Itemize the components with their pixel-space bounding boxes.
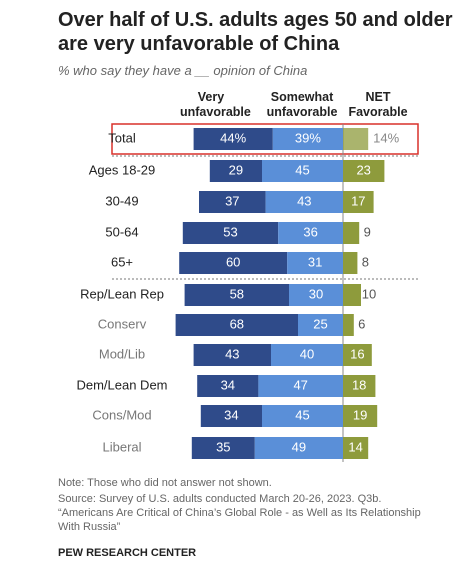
value-label: 45 (295, 162, 309, 177)
value-label: 17 (351, 193, 365, 208)
bar-net (343, 252, 358, 274)
bar-somewhat (262, 405, 343, 427)
value-label: 49 (292, 439, 306, 454)
value-label: 43 (297, 193, 311, 208)
bar-very (209, 160, 262, 182)
highlight-box (111, 123, 419, 155)
category-label: Liberal (102, 439, 141, 454)
value-label: 58 (230, 286, 244, 301)
bar-net (343, 128, 369, 150)
value-label: 68 (230, 316, 244, 331)
category-label: Dem/Lean Dem (76, 377, 167, 392)
column-header: NET Favorable (348, 90, 408, 119)
bar-very (191, 437, 255, 459)
value-label: 6 (358, 316, 365, 331)
bar-net (343, 191, 374, 213)
bar-somewhat (298, 314, 343, 336)
bar-very (193, 344, 271, 366)
brand: PEW RESEARCH CENTER (58, 547, 197, 559)
bar-net (343, 284, 361, 306)
bar-net (343, 314, 354, 336)
value-label: 36 (303, 224, 317, 239)
bar-net (343, 344, 372, 366)
value-label: 39% (295, 130, 321, 145)
bar-net (343, 222, 360, 244)
value-label: 8 (362, 254, 369, 269)
category-label: 30-49 (105, 193, 138, 208)
bar-somewhat (265, 191, 343, 213)
bar-very (199, 191, 266, 213)
category-label: Rep/Lean Rep (80, 286, 164, 301)
value-label: 45 (295, 407, 309, 422)
value-label: 10 (362, 286, 376, 301)
bar-very (200, 405, 262, 427)
value-label: 43 (225, 346, 239, 361)
value-label: 25 (313, 316, 327, 331)
category-label: Ages 18-29 (89, 162, 156, 177)
bar-very (184, 284, 289, 306)
value-label: 37 (225, 193, 239, 208)
bar-net (343, 375, 376, 397)
category-label: Total (108, 130, 136, 145)
category-label: 50-64 (105, 224, 138, 239)
value-label: 34 (221, 377, 235, 392)
value-label: 19 (353, 407, 367, 422)
bar-somewhat (258, 375, 343, 397)
value-label: 14 (348, 439, 362, 454)
bar-somewhat (262, 160, 343, 182)
value-label: 44% (220, 130, 246, 145)
chart-subtitle: % who say they have a __ opinion of Chin… (58, 63, 308, 78)
bar-somewhat (272, 128, 343, 150)
bar-very (175, 314, 298, 336)
category-label: 65+ (111, 254, 133, 269)
bar-somewhat (278, 222, 343, 244)
value-label: 35 (216, 439, 230, 454)
category-label: Mod/Lib (99, 346, 145, 361)
value-label: 18 (352, 377, 366, 392)
bar-somewhat (271, 344, 343, 366)
value-label: 47 (293, 377, 307, 392)
bar-net (343, 437, 369, 459)
value-label: 60 (226, 254, 240, 269)
bar-very (197, 375, 259, 397)
bar-somewhat (289, 284, 343, 306)
value-label: 34 (224, 407, 238, 422)
value-label: 14% (373, 130, 399, 145)
bar-net (343, 160, 385, 182)
bar-very (179, 252, 288, 274)
bar-very (193, 128, 273, 150)
value-label: 30 (309, 286, 323, 301)
value-label: 23 (356, 162, 370, 177)
value-label: 9 (364, 224, 371, 239)
bar-somewhat (287, 252, 343, 274)
value-label: 31 (308, 254, 322, 269)
column-header: Very unfavorable (180, 90, 251, 119)
bar-somewhat (254, 437, 343, 459)
value-label: 29 (229, 162, 243, 177)
value-label: 53 (223, 224, 237, 239)
note: Note: Those who did not answer not shown… (58, 477, 272, 489)
value-label: 16 (350, 346, 364, 361)
category-label: Conserv (98, 316, 147, 331)
chart-title: Over half of U.S. adults ages 50 and old… (58, 9, 453, 55)
column-header: Somewhat unfavorable (266, 90, 338, 119)
bar-very (182, 222, 279, 244)
source: Source: Survey of U.S. adults conducted … (58, 493, 421, 533)
category-label: Cons/Mod (92, 407, 151, 422)
value-label: 40 (300, 346, 314, 361)
bar-net (343, 405, 378, 427)
